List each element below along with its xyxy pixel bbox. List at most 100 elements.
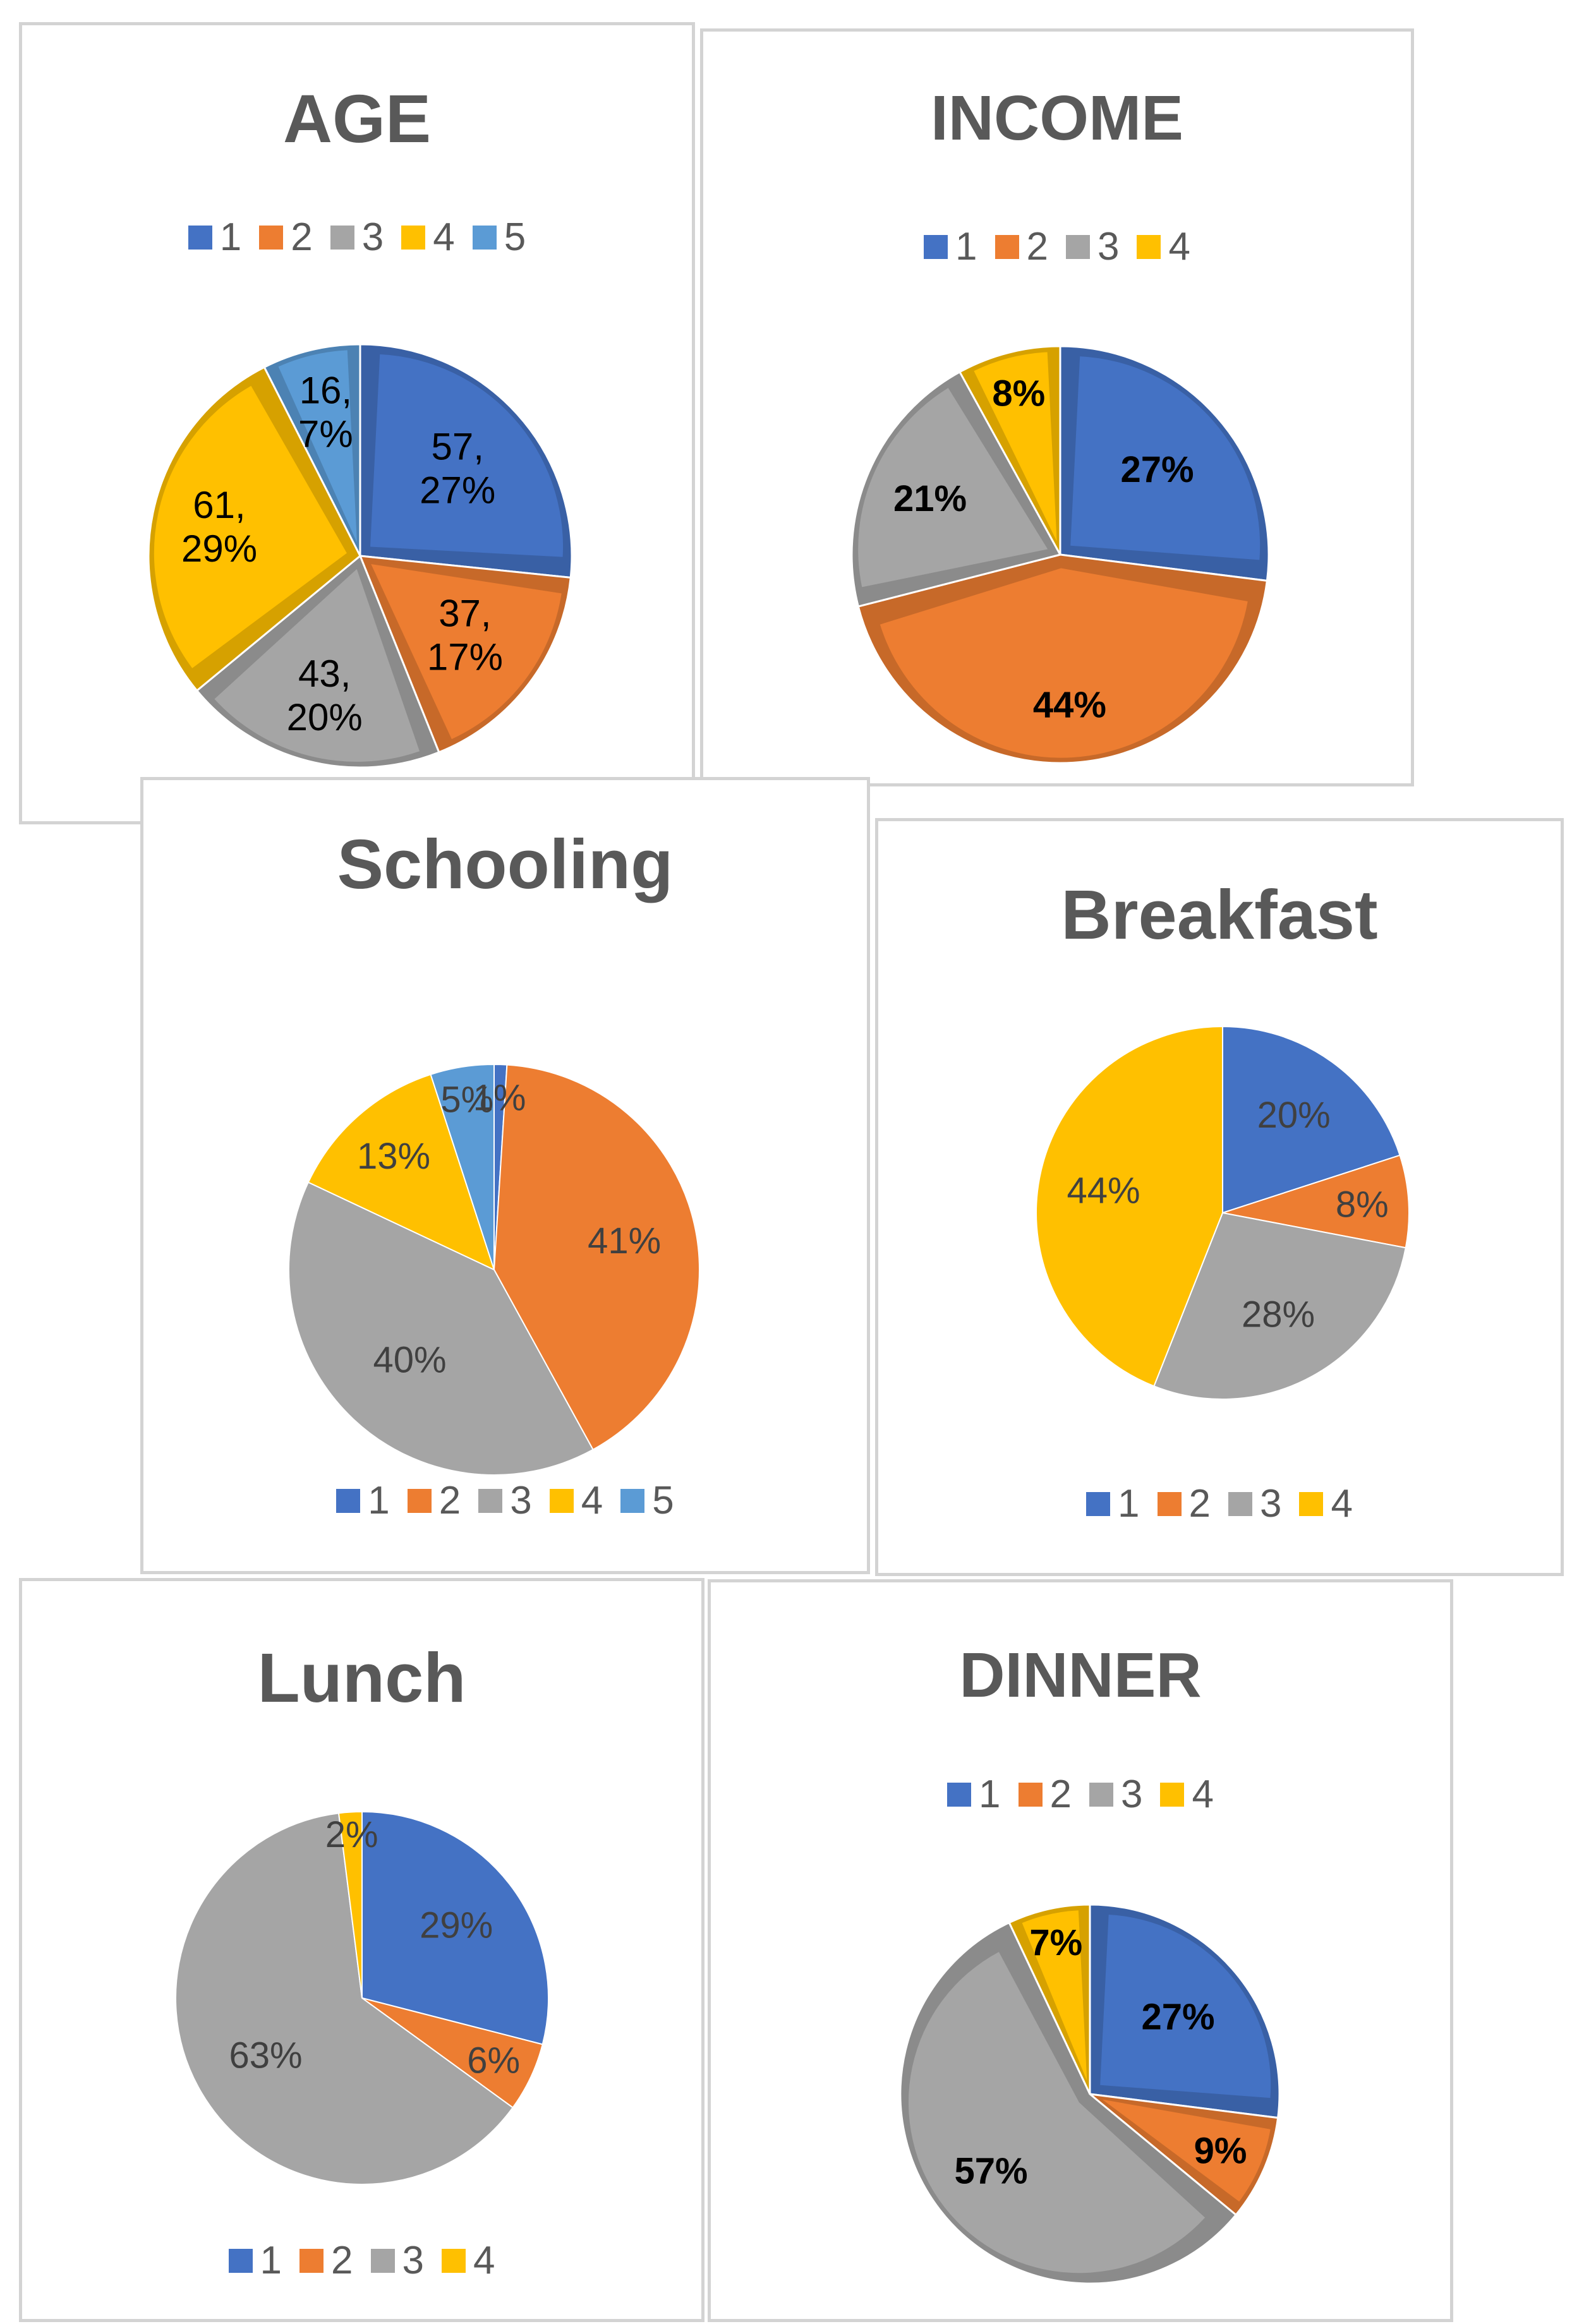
data-label-line: 43, [298,653,351,695]
legend-label: 2 [331,2239,353,2282]
legend-item: 3 [370,2238,424,2283]
legend-label: 4 [1168,225,1190,268]
pie-income: 27% 44% 21% 8% [850,345,1270,764]
data-label: 44% [1067,1170,1140,1211]
data-label: 44% [1033,684,1106,725]
pie-slice-face [214,569,420,762]
legend-breakfast: 1 2 3 4 [878,1481,1561,1526]
data-label-line: 41% [588,1220,661,1261]
legend-item: 4 [549,1478,603,1523]
data-label-line: 27% [1120,449,1194,490]
data-label: 29% [420,1905,493,1946]
data-label-line: 1% [473,1077,526,1118]
data-label-line: 9% [1194,2131,1247,2172]
legend-item: 1 [336,1478,390,1523]
data-label-line: 16, [299,369,352,411]
legend-label: 4 [581,1479,603,1522]
legend-dinner: 1 2 3 4 [711,1772,1450,1817]
data-label-line: 7% [1029,1922,1082,1963]
legend-swatch [441,2248,466,2273]
legend-item: 3 [1089,1772,1142,1817]
pie-breakfast: 20% 8% 28% 44% [1036,1025,1410,1400]
legend-swatch [924,234,948,259]
legend-label: 3 [510,1479,532,1522]
legend-label: 4 [1331,1482,1353,1526]
data-label-line: 37, [438,593,491,635]
legend-label: 1 [260,2239,282,2282]
data-label: 43, 20% [287,653,363,738]
data-label: 1% [473,1077,526,1118]
legend-age: 1 2 3 4 5 [22,215,692,260]
legend-label: 2 [1026,225,1048,268]
data-label: 41% [588,1220,661,1261]
legend-item: 4 [1137,224,1190,269]
data-label: 28% [1242,1294,1315,1335]
legend-label: 4 [433,215,455,259]
data-label: 2% [325,1814,378,1855]
legend-item: 4 [1299,1481,1353,1526]
pie-slice-face [858,388,1048,587]
legend-label: 4 [473,2239,495,2282]
data-label-line: 20% [1257,1095,1331,1136]
data-label-line: 7% [298,412,353,455]
legend-swatch [1157,1491,1182,1516]
data-label-line: 40% [373,1339,446,1380]
pie-slice-face [278,350,357,543]
data-label: 63% [229,2035,303,2076]
chart-title-income: INCOME [931,83,1183,154]
legend-swatch [472,225,497,250]
pie-slice [1153,1212,1406,1400]
data-label: 21% [893,478,967,519]
chart-title-breakfast: Breakfast [1061,876,1378,954]
legend-swatch [549,1488,574,1513]
data-label-line: 29% [420,1905,493,1946]
pie-slice-face [974,352,1057,542]
data-label-line: 5% [440,1080,493,1121]
data-label: 13% [357,1136,430,1177]
legend-swatch [259,225,284,250]
legend-item: 1 [1086,1481,1140,1526]
legend-item: 4 [1160,1772,1214,1817]
legend-label: 2 [291,215,313,259]
data-label: 27% [1120,449,1194,490]
legend-swatch [370,2248,395,2273]
legend-label: 3 [1121,1773,1143,1816]
data-label: 57, 27% [420,425,495,511]
legend-item: 5 [620,1478,674,1523]
data-label: 8% [992,373,1045,414]
legend-swatch [1137,234,1161,259]
data-label-line: 8% [992,373,1045,414]
legend-label: 3 [402,2239,424,2282]
pie-slice-face [1070,356,1261,560]
pie-slice-face [1102,2099,1271,2202]
data-label-line: 44% [1033,684,1106,725]
legend-label: 1 [219,215,242,259]
pie-slice [175,1812,514,2185]
legend-lunch: 1 2 3 4 [22,2238,701,2283]
legend-label: 2 [1049,1773,1072,1816]
pie-slice [288,1181,594,1476]
data-label: 20% [1257,1095,1331,1136]
data-label: 6% [467,2040,520,2081]
legend-item: 2 [407,1478,461,1523]
legend-label: 2 [438,1479,461,1522]
data-label-line: 28% [1242,1294,1315,1335]
data-label-line: 17% [427,636,503,678]
data-label: 5% [440,1080,493,1121]
legend-swatch [299,2248,324,2273]
pie-slice-face [1022,1910,1087,2081]
legend-swatch [995,234,1019,259]
data-label: 57% [954,2151,1027,2192]
legend-label: 1 [979,1773,1001,1816]
legend-item: 1 [228,2238,282,2283]
data-label: 37, 17% [427,593,503,678]
legend-swatch [947,1782,972,1807]
pie-slice [307,1073,495,1271]
legend-schooling: 1 2 3 4 5 [143,1478,867,1523]
data-label: 7% [1029,1922,1082,1963]
legend-swatch [1018,1782,1043,1807]
data-label-line: 13% [357,1136,430,1177]
pie-slice-face [880,568,1248,758]
legend-label: 1 [1118,1482,1140,1526]
legend-swatch [1086,1491,1111,1516]
